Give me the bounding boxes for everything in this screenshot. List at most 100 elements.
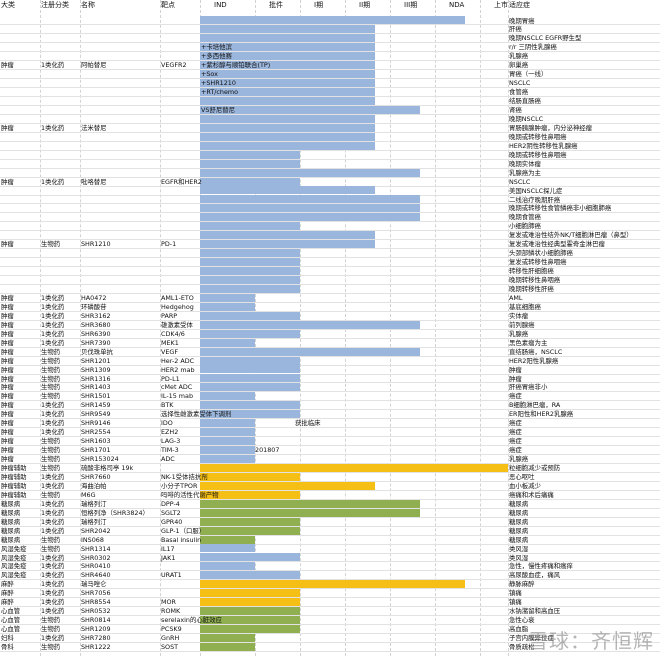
row-divider [0,364,660,366]
cell-ind: 肾癌 [509,106,522,114]
cell-cat: 肿瘤 [1,320,14,329]
row-divider [0,328,660,330]
row-divider [0,570,660,572]
cell-cat: 肿瘤 [1,392,14,401]
row-divider [0,382,660,384]
cell-ind: 复发或难治性结外NK/T细胞淋巴瘤（鼻型） [509,231,633,240]
cell-cat: 骨科 [1,643,14,651]
cell-target: LAG-3 [161,437,181,446]
stage-bar [200,589,300,598]
cell-ind: 粒细胞减少或预防 [509,464,561,472]
row-divider [0,60,660,62]
cell-ind: 实体瘤 [509,311,529,320]
cell-reg: 1类化药 [41,320,65,329]
row-divider [0,257,660,259]
cell-reg: 1类化药 [41,302,65,311]
row-divider [0,516,660,518]
cell-target: JAK1 [161,553,176,562]
column-header: I期 [314,1,324,9]
stage-bar [200,222,300,231]
row-divider [0,463,660,464]
row-divider [0,24,660,26]
cell-ind: 卵巢癌 [509,61,529,70]
cell-reg: 1类化药 [41,293,65,302]
cell-cat: 心血管 [1,616,21,625]
stage-bar [200,105,420,114]
stage-bar [200,284,300,293]
row-divider [0,588,660,590]
cell-ind: 晚期或转移性鼻咽癌 [509,132,567,141]
stage-bar [200,204,420,213]
cell-cat: 肿瘤 [1,347,14,356]
column-header: 批件 [269,1,283,9]
stage-bar [200,490,300,499]
cell-ind: 糖尿病 [509,535,529,544]
cell-ind: 肝癌胃癌非小 [509,383,548,392]
cell-ind: 类风湿 [509,544,529,553]
cell-name: SHR0410 [81,562,111,571]
cell-ind: 子宫内膜异位症 [509,634,554,643]
bar-note: +卡培他滨 [201,43,232,52]
cell-target: MEK1 [161,338,179,347]
cell-cat: 肿瘤 [1,410,14,419]
cell-name: SHR2042 [81,526,111,535]
cell-cat: 心血管 [1,625,21,634]
row-divider [0,498,660,500]
cell-ind: 镇痛 [509,598,522,607]
cell-target: SOST [161,643,179,651]
row-divider [0,42,660,44]
stage-bar [200,356,300,365]
cell-ind: r/r 三阴性乳腺癌 [509,43,557,52]
stage-bar [200,311,300,320]
row-divider [0,418,660,420]
row-divider [0,266,660,268]
stage-bar [200,34,375,43]
stage-bar [200,508,420,517]
cell-cat: 麻醉 [1,589,14,598]
row-divider [0,230,660,232]
stage-bar [200,302,255,311]
cell-target: 雄激素受体 [161,320,193,329]
row-divider [0,113,660,115]
cell-cat: 肿瘤 [1,302,14,311]
cell-ind: 血小板减少 [509,481,541,490]
stage-bar [200,240,375,249]
stage-bar [200,526,300,535]
cell-name: 海曲泊帕 [81,481,107,490]
stage-bar [200,177,300,186]
cell-ind: 基底细胞癌 [509,302,541,311]
stage-bar [200,383,300,392]
stage-bar [200,186,375,195]
cell-target: EGFR和HER2 [161,177,202,186]
cell-ind: 类风湿 [509,553,529,562]
row-divider [0,409,660,411]
stage-bar [200,249,300,258]
cell-target: MOR [161,598,176,607]
cell-name: SHR9549 [81,410,111,419]
cell-target: PD-1 [161,240,177,249]
row-divider [0,337,660,339]
cell-name: 环磷酸苷 [81,302,107,311]
cell-reg: 1类化药 [41,589,65,598]
cell-cat: 肿瘤辅助 [1,481,27,490]
row-divider [0,525,660,527]
stage-bar [200,320,420,329]
cell-name: SHR0532 [81,607,111,616]
cell-reg: 生物药 [41,616,61,625]
row-divider [0,78,660,80]
cell-target: SGLT2 [161,508,181,517]
cell-cat: 肿瘤辅助 [1,472,27,481]
cell-name: SHR1403 [81,383,111,392]
cell-cat: 糖尿病 [1,499,21,508]
row-divider [0,176,660,178]
cell-target: serelaxin的心脏效应 [161,616,222,625]
cell-target: NK-1受体拮抗剂 [161,472,208,481]
stage-bar [200,213,420,222]
row-divider [0,471,660,473]
cell-name: SHR1316 [81,374,111,383]
cell-ind: 水钠潴留和高血压 [509,607,561,616]
cell-ind: B细胞淋巴瘤，RA [509,401,561,410]
row-divider [0,158,660,160]
cell-cat: 肿瘤辅助 [1,490,27,499]
